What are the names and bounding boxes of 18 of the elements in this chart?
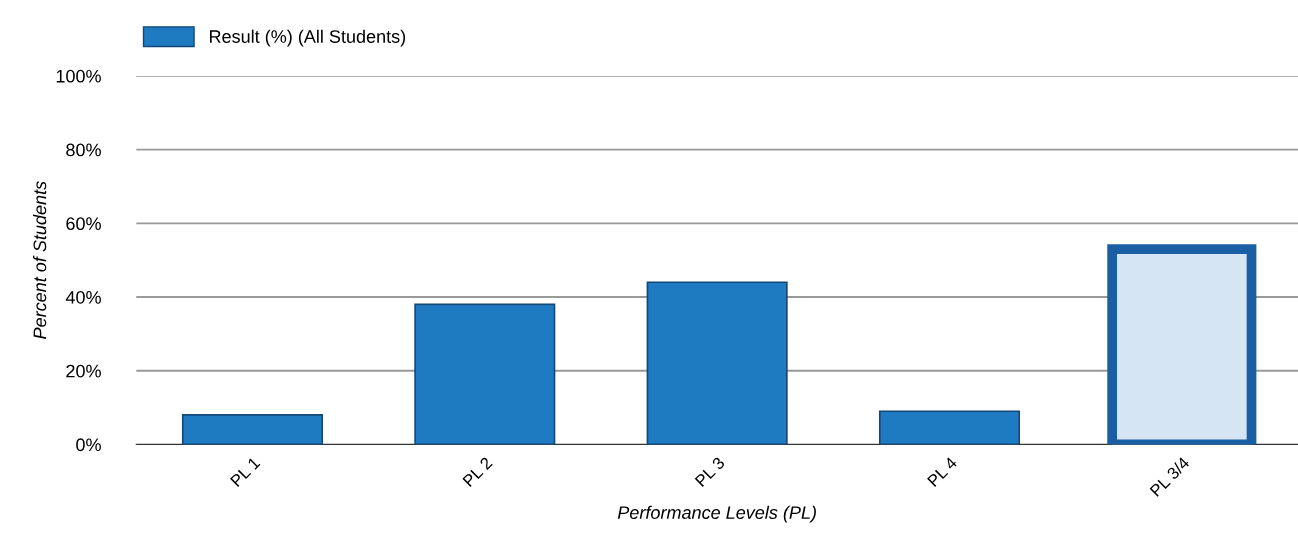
y-tick-label: 40%: [65, 290, 101, 304]
y-axis-title: Percent of Students: [33, 181, 47, 339]
y-tick-label: 60%: [66, 217, 101, 231]
bar: [181, 414, 323, 445]
x-tick-label: PL 2: [462, 456, 493, 487]
y-tick-label: 100%: [56, 69, 101, 83]
x-tick-label: PL 4: [927, 456, 958, 487]
legend-label: Result (%) (All Students): [209, 29, 406, 47]
y-tick-label: 80%: [66, 143, 101, 157]
bar: [646, 281, 788, 445]
x-tick-label: PL 3/4: [1149, 455, 1191, 497]
bar: [878, 410, 1021, 445]
y-tick-label: 20%: [66, 364, 101, 378]
x-tick-label: PL 3: [694, 456, 726, 488]
x-axis-title: Performance Levels (PL): [617, 505, 816, 523]
bar: [414, 303, 556, 445]
x-tick-label: PL 1: [230, 456, 261, 487]
y-tick-label: 0%: [76, 438, 101, 452]
